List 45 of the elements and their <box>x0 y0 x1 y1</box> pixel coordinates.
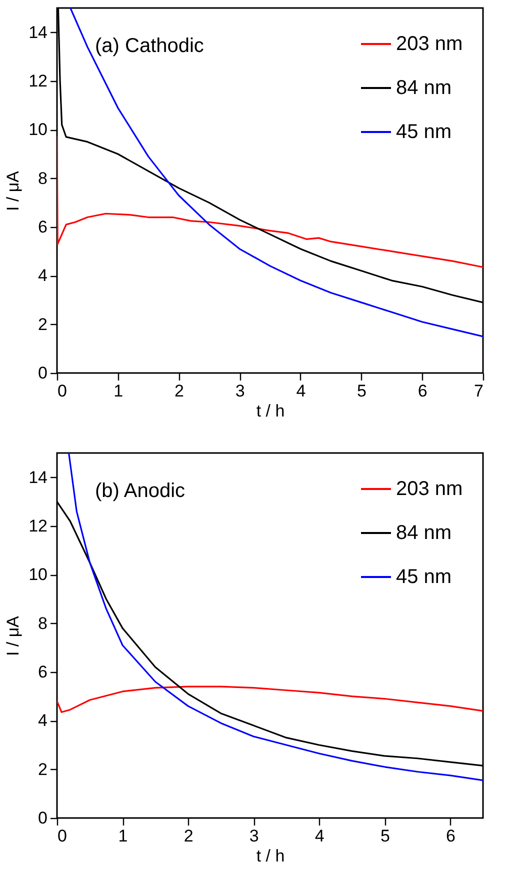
legend-label: 84 nm <box>396 522 452 544</box>
y-tick-label: 14 <box>28 468 48 487</box>
legend-label: 45 nm <box>396 566 452 588</box>
y-tick-label: 12 <box>28 516 48 536</box>
legend-label: 203 nm <box>396 33 463 55</box>
y-tick-label: 6 <box>38 218 48 236</box>
x-tick-label: 5 <box>380 826 390 846</box>
annotation: (b) Anodic <box>95 480 186 502</box>
y-tick-label: 10 <box>28 120 48 140</box>
x-tick-label: 2 <box>174 382 184 400</box>
y-tick-label: 14 <box>28 22 48 42</box>
x-tick-label: 1 <box>114 382 124 400</box>
x-tick-label: 4 <box>314 826 324 846</box>
x-tick-label: 3 <box>249 826 259 846</box>
y-axis-title: I / μA <box>4 615 23 656</box>
line-series <box>68 453 483 782</box>
legend-label: 203 nm <box>396 478 463 500</box>
legend-label: 45 nm <box>396 121 452 143</box>
y-tick-label: 0 <box>38 808 48 828</box>
y-tick-label: 2 <box>38 760 48 779</box>
y-tick-label: 6 <box>38 662 48 682</box>
x-axis-title: t / h <box>256 846 285 866</box>
y-axis-title: I / μA <box>4 170 23 212</box>
y-tick-label: 8 <box>38 614 48 633</box>
y-tick-label: 0 <box>38 364 48 382</box>
x-tick-label: 0 <box>58 382 67 400</box>
x-tick-label: 2 <box>184 826 194 846</box>
y-tick-label: 8 <box>38 168 48 188</box>
y-tick-label: 10 <box>28 565 48 584</box>
line-series <box>57 686 483 713</box>
y-tick-label: 12 <box>28 72 48 90</box>
y-tick-label: 4 <box>38 266 48 286</box>
x-tick-label: 7 <box>474 382 484 400</box>
x-tick-label: 0 <box>58 826 67 846</box>
x-axis-title: t / h <box>256 402 285 420</box>
annotation: (a) Cathodic <box>95 35 204 57</box>
x-tick-label: 5 <box>357 382 367 400</box>
y-tick-label: 2 <box>38 314 48 334</box>
x-tick-label: 1 <box>118 826 128 846</box>
y-tick-label: 4 <box>38 711 48 730</box>
x-tick-label: 6 <box>418 382 428 400</box>
x-tick-label: 6 <box>446 826 456 846</box>
legend-label: 84 nm <box>396 77 452 99</box>
x-tick-label: 3 <box>235 382 245 400</box>
x-tick-label: 4 <box>296 382 306 400</box>
